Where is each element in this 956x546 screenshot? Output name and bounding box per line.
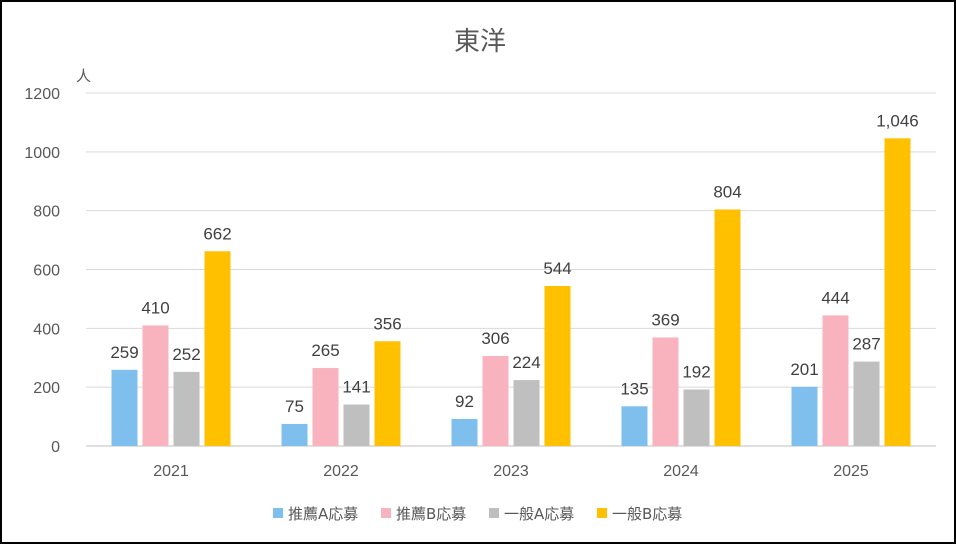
y-tick-label: 600 bbox=[33, 263, 60, 280]
bar bbox=[111, 369, 138, 446]
bar bbox=[281, 423, 308, 446]
bar bbox=[343, 404, 370, 446]
bar bbox=[621, 406, 648, 446]
data-label: 1,046 bbox=[876, 111, 919, 130]
data-label: 192 bbox=[682, 363, 710, 382]
data-label: 410 bbox=[141, 298, 169, 317]
legend-swatch bbox=[597, 508, 607, 518]
legend: 推薦A応募 推薦B応募 一般A応募 一般B応募 bbox=[273, 505, 682, 523]
y-tick-label: 0 bbox=[51, 439, 60, 456]
legend-swatch bbox=[489, 508, 499, 518]
y-axis-ticks: 0 200 400 600 800 1000 1200 bbox=[24, 86, 60, 456]
data-label: 356 bbox=[373, 314, 401, 333]
data-label: 75 bbox=[285, 397, 304, 416]
data-label: 265 bbox=[311, 341, 339, 360]
data-label: 662 bbox=[203, 224, 231, 243]
bar bbox=[714, 209, 741, 446]
y-tick-label: 400 bbox=[33, 321, 60, 338]
bar bbox=[204, 251, 231, 446]
y-tick-label: 800 bbox=[33, 204, 60, 221]
bar bbox=[791, 386, 818, 446]
legend-label: 一般B応募 bbox=[612, 505, 682, 523]
data-label: 444 bbox=[821, 288, 849, 307]
legend-label: 推薦A応募 bbox=[288, 505, 358, 523]
bar bbox=[544, 285, 571, 446]
legend-swatch bbox=[381, 508, 391, 518]
data-label: 135 bbox=[620, 379, 648, 398]
bars bbox=[111, 138, 911, 446]
x-tick-label: 2025 bbox=[833, 463, 869, 480]
data-label: 92 bbox=[455, 392, 474, 411]
legend-swatch bbox=[273, 508, 283, 518]
bar bbox=[451, 418, 478, 446]
bar bbox=[683, 389, 710, 446]
x-axis-ticks: 2021 2022 2023 2024 2025 bbox=[153, 463, 869, 480]
data-label: 306 bbox=[481, 329, 509, 348]
data-label: 544 bbox=[543, 259, 571, 278]
x-tick-label: 2024 bbox=[663, 463, 699, 480]
y-axis-unit-label: 人 bbox=[76, 67, 91, 85]
bar bbox=[884, 138, 911, 446]
y-tick-label: 1000 bbox=[24, 145, 60, 162]
bar bbox=[822, 315, 849, 446]
data-label: 804 bbox=[713, 182, 741, 201]
bar bbox=[853, 361, 880, 446]
data-label: 287 bbox=[852, 335, 880, 354]
bar bbox=[482, 355, 509, 446]
y-tick-label: 200 bbox=[33, 380, 60, 397]
legend-label: 一般A応募 bbox=[504, 505, 574, 523]
data-label: 252 bbox=[172, 345, 200, 364]
data-label: 369 bbox=[651, 310, 679, 329]
data-label: 141 bbox=[342, 378, 370, 397]
y-tick-label: 1200 bbox=[24, 86, 60, 103]
bar bbox=[173, 371, 200, 446]
data-label: 224 bbox=[512, 353, 540, 372]
x-tick-label: 2022 bbox=[323, 463, 359, 480]
bar bbox=[142, 325, 169, 446]
x-tick-label: 2021 bbox=[153, 463, 189, 480]
bar bbox=[312, 368, 339, 446]
bar bbox=[513, 380, 540, 446]
data-label: 201 bbox=[790, 360, 818, 379]
bar bbox=[652, 337, 679, 446]
bar bbox=[374, 341, 401, 446]
legend-label: 推薦B応募 bbox=[396, 505, 466, 523]
chart-title: 東洋 bbox=[454, 27, 506, 57]
data-label: 259 bbox=[110, 343, 138, 362]
x-tick-label: 2023 bbox=[493, 463, 529, 480]
